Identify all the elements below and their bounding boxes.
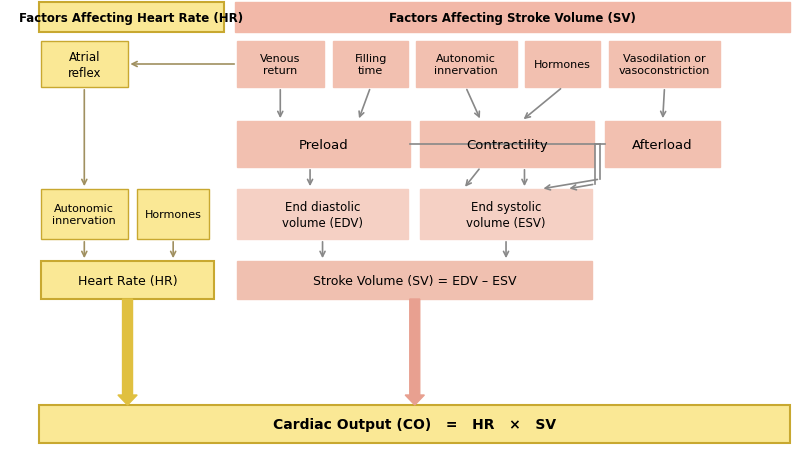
- Text: Autonomic
innervation: Autonomic innervation: [434, 54, 498, 76]
- FancyBboxPatch shape: [41, 42, 127, 88]
- FancyBboxPatch shape: [235, 3, 790, 33]
- FancyBboxPatch shape: [526, 42, 600, 88]
- Text: Contractility: Contractility: [466, 138, 548, 151]
- FancyBboxPatch shape: [416, 42, 517, 88]
- FancyBboxPatch shape: [605, 122, 720, 167]
- FancyBboxPatch shape: [419, 122, 594, 167]
- Text: Venous
return: Venous return: [260, 54, 301, 76]
- Text: Cardiac Output (CO)   =   HR   ×   SV: Cardiac Output (CO) = HR × SV: [274, 417, 556, 431]
- Text: Autonomic
innervation: Autonomic innervation: [53, 203, 116, 226]
- Text: Stroke Volume (SV) = EDV – ESV: Stroke Volume (SV) = EDV – ESV: [313, 274, 517, 287]
- Polygon shape: [405, 299, 424, 405]
- FancyBboxPatch shape: [609, 42, 720, 88]
- Text: Factors Affecting Heart Rate (HR): Factors Affecting Heart Rate (HR): [19, 11, 243, 25]
- FancyBboxPatch shape: [237, 122, 410, 167]
- Polygon shape: [118, 299, 137, 405]
- Text: Hormones: Hormones: [145, 210, 202, 219]
- Text: Afterload: Afterload: [632, 138, 693, 151]
- Text: Atrial
reflex: Atrial reflex: [67, 51, 101, 79]
- FancyBboxPatch shape: [39, 3, 223, 33]
- Text: Vasodilation or
vasoconstriction: Vasodilation or vasoconstriction: [619, 54, 710, 76]
- FancyBboxPatch shape: [333, 42, 408, 88]
- Text: Filling
time: Filling time: [354, 54, 386, 76]
- FancyBboxPatch shape: [237, 42, 323, 88]
- Text: End diastolic
volume (EDV): End diastolic volume (EDV): [282, 200, 363, 229]
- FancyBboxPatch shape: [41, 262, 214, 299]
- FancyBboxPatch shape: [39, 405, 790, 443]
- FancyBboxPatch shape: [237, 262, 593, 299]
- Text: Factors Affecting Stroke Volume (SV): Factors Affecting Stroke Volume (SV): [390, 11, 636, 25]
- FancyBboxPatch shape: [419, 190, 593, 239]
- FancyBboxPatch shape: [137, 190, 209, 239]
- Text: Heart Rate (HR): Heart Rate (HR): [78, 274, 178, 287]
- Text: Hormones: Hormones: [534, 60, 591, 70]
- FancyBboxPatch shape: [41, 190, 127, 239]
- FancyBboxPatch shape: [237, 190, 408, 239]
- Text: End systolic
volume (ESV): End systolic volume (ESV): [466, 200, 546, 229]
- Text: Preload: Preload: [298, 138, 348, 151]
